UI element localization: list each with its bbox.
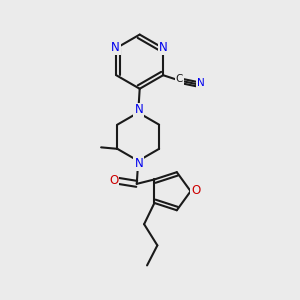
Text: N: N xyxy=(111,41,120,54)
Text: N: N xyxy=(134,103,143,116)
Text: N: N xyxy=(197,78,205,88)
Text: C: C xyxy=(176,74,183,84)
Text: O: O xyxy=(109,174,119,187)
Text: N: N xyxy=(134,157,143,170)
Text: O: O xyxy=(191,184,201,197)
Text: N: N xyxy=(159,41,168,54)
